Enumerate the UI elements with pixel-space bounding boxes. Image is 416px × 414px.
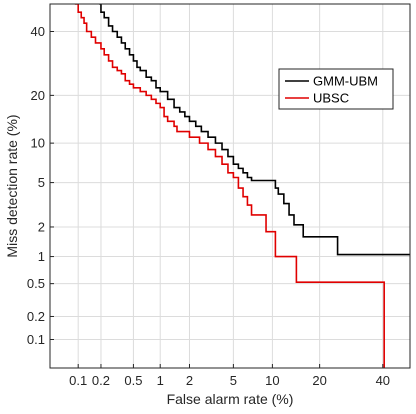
- y-tick-label: 5: [38, 175, 45, 190]
- legend-box: [278, 68, 394, 110]
- x-tick-label: 2: [186, 373, 193, 388]
- series-line-ubsc: [74, 4, 385, 368]
- y-axis-label: Miss detection rate (%): [4, 114, 20, 257]
- y-tick-label: 2: [38, 219, 45, 234]
- x-tick-label: 0.5: [124, 373, 142, 388]
- x-tick-label: 1: [157, 373, 164, 388]
- y-tick-label: 1: [38, 249, 45, 264]
- legend-label-gmm-ubm: GMM-UBM: [313, 74, 378, 89]
- x-axis-label: False alarm rate (%): [167, 391, 294, 407]
- y-tick-label: 20: [31, 88, 45, 103]
- y-tick-label: 10: [31, 136, 45, 151]
- x-tick-label: 5: [230, 373, 237, 388]
- y-tick-label: 0.2: [27, 309, 45, 324]
- y-tick-label: 40: [31, 24, 45, 39]
- x-tick-label: 40: [376, 373, 390, 388]
- y-tick-label: 0.5: [27, 276, 45, 291]
- x-axis-ticks: 0.1 0.2 0.5 1 2 5 10 20 40: [69, 364, 390, 388]
- x-tick-label: 20: [312, 373, 326, 388]
- plot-frame: [49, 3, 411, 369]
- x-tick-label: 0.1: [69, 373, 87, 388]
- series-line-gmm-ubm: [99, 4, 410, 256]
- legend: GMM-UBM UBSC: [278, 68, 394, 110]
- y-axis-ticks: 0.1 0.2 0.5 1 2 5 10 20 40: [27, 24, 54, 347]
- legend-label-ubsc: UBSC: [313, 91, 349, 106]
- y-tick-label: 0.1: [27, 332, 45, 347]
- grid: [50, 4, 410, 368]
- x-tick-label: 10: [265, 373, 279, 388]
- x-tick-label: 0.2: [92, 373, 110, 388]
- series-layer: [74, 4, 410, 368]
